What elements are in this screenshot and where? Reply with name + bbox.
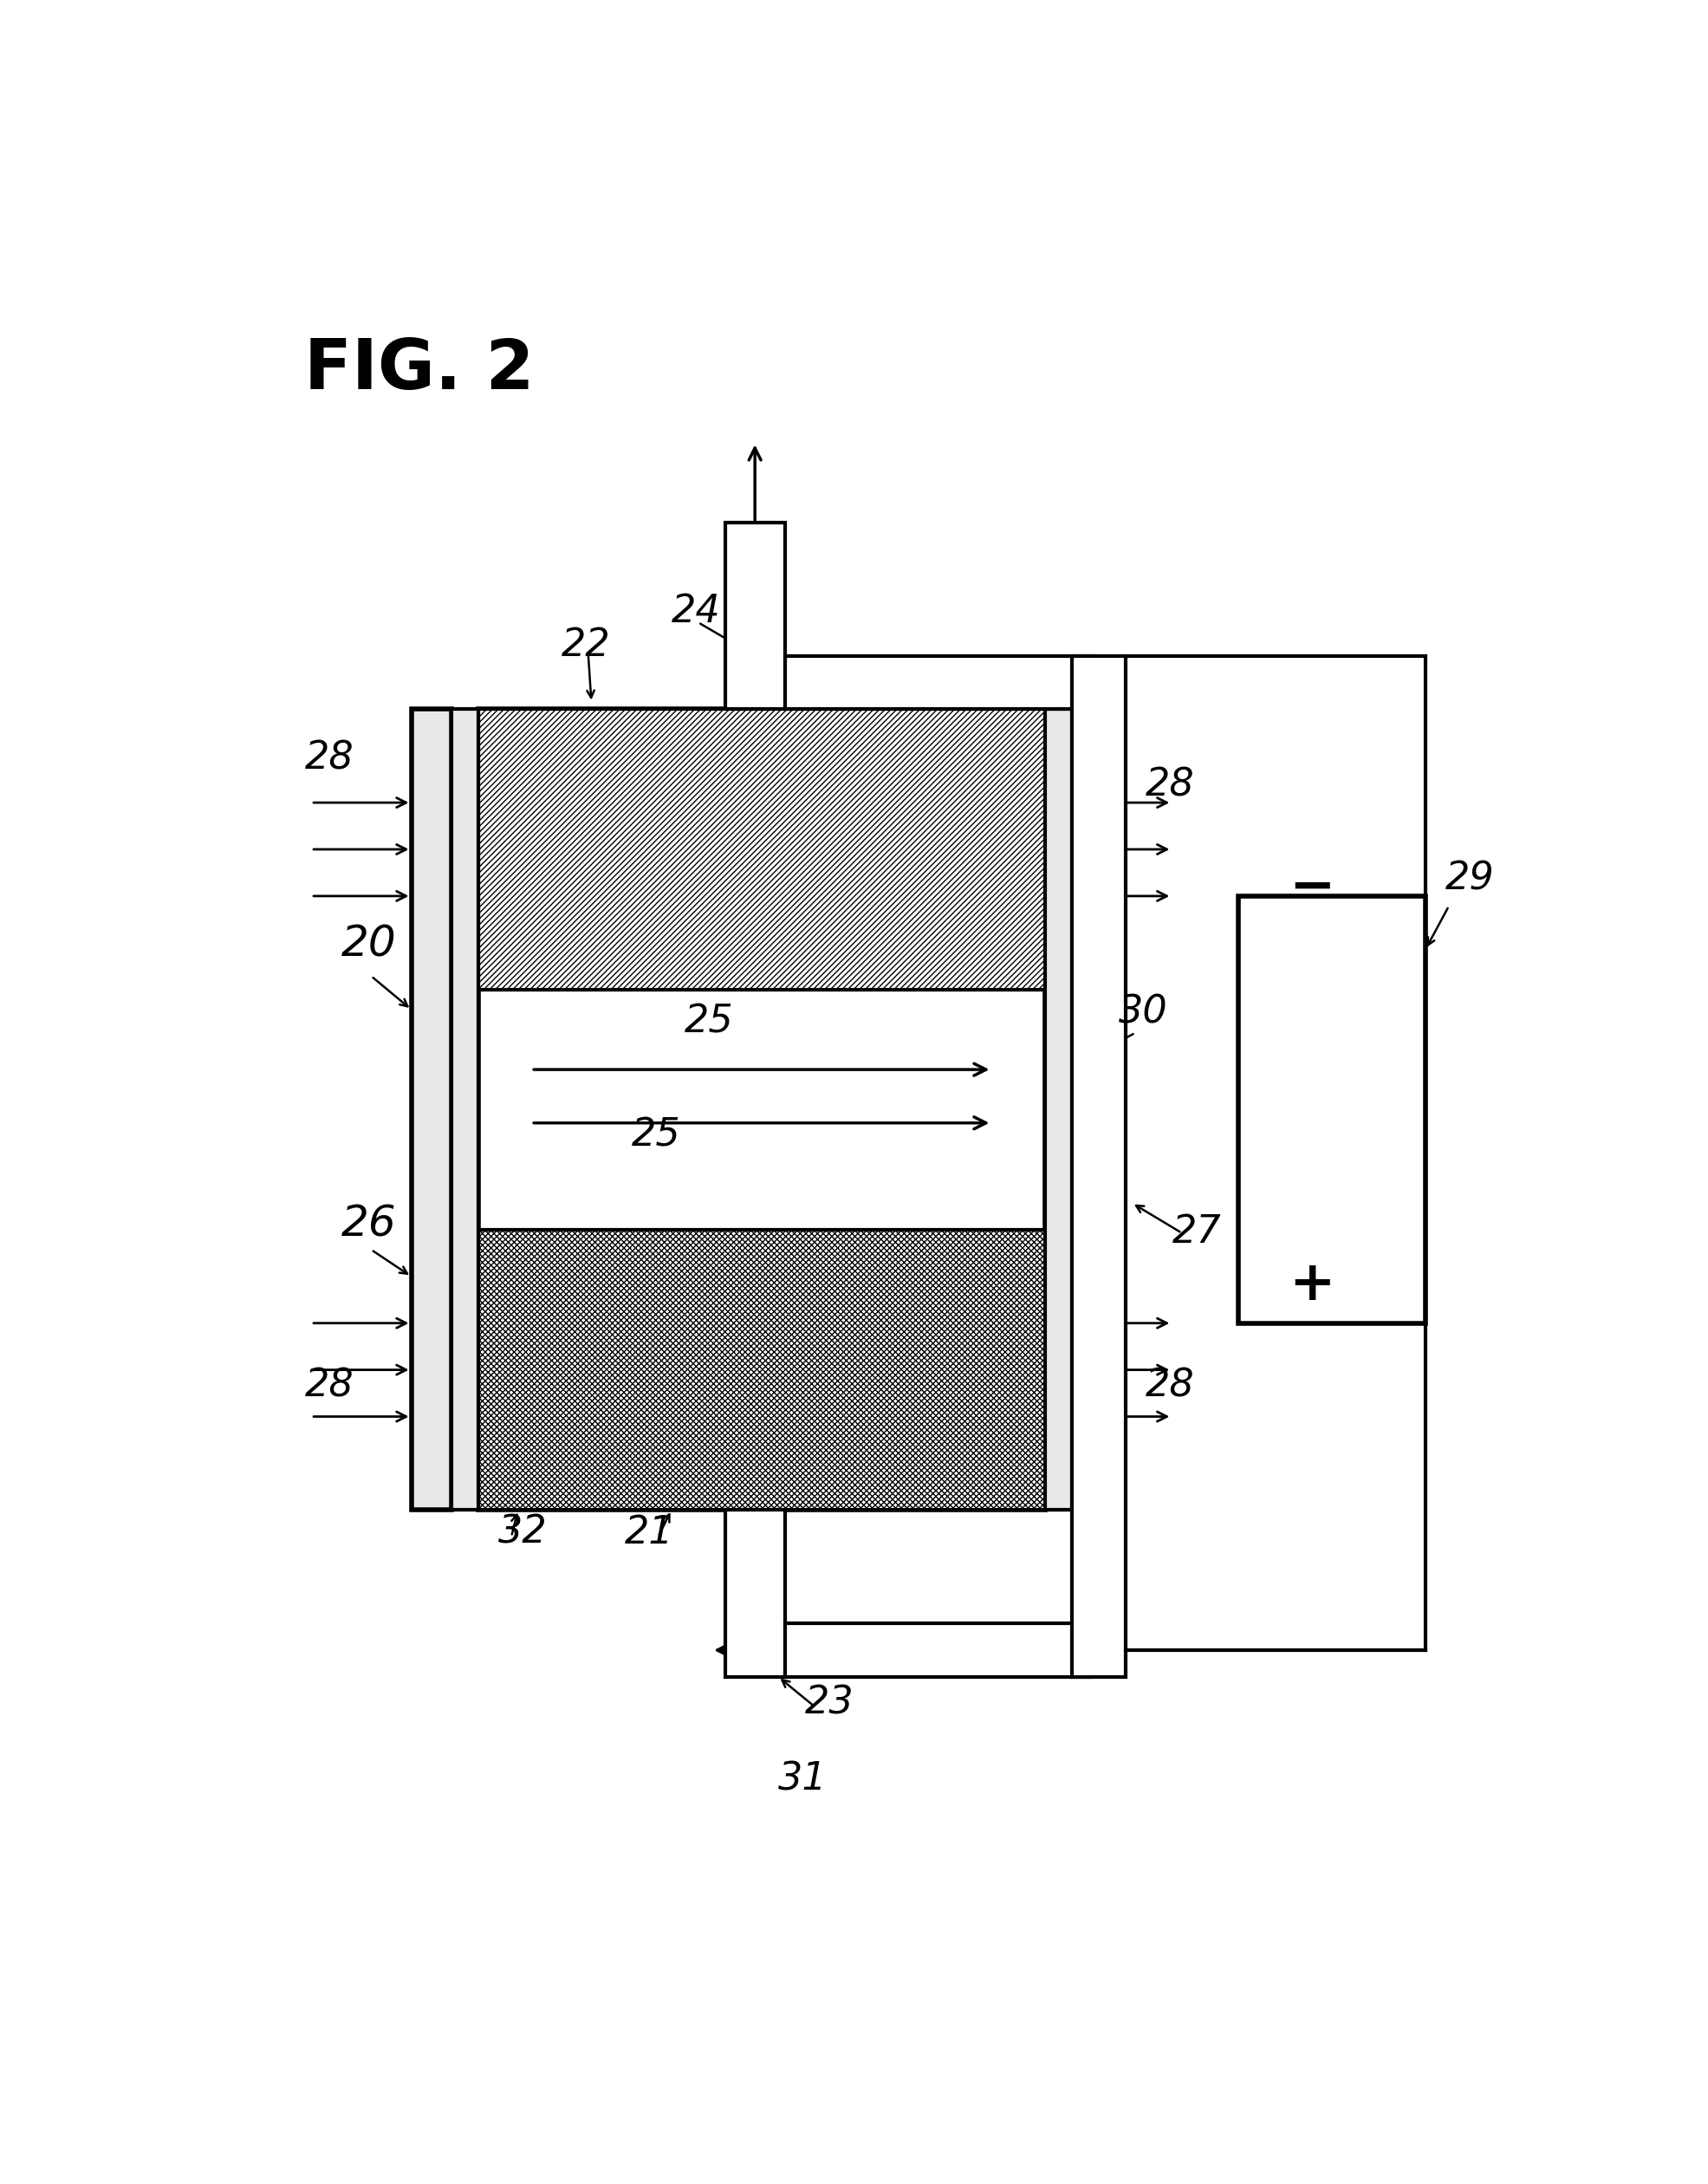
Bar [724,1509,786,1677]
Text: 28: 28 [304,740,354,778]
Text: 20: 20 [342,924,396,965]
Text: 26: 26 [342,1203,396,1245]
Bar [478,1230,1073,1509]
Bar [478,710,1073,989]
Text: 28: 28 [304,1367,354,1404]
Bar [1238,895,1426,1324]
Bar [478,710,1045,1509]
Bar [786,1623,1091,1677]
Text: 25: 25 [685,1002,734,1040]
Text: 24: 24 [671,594,721,631]
Text: 29: 29 [1445,860,1494,898]
Text: 21: 21 [625,1514,675,1551]
Text: 28: 28 [1146,767,1194,804]
Text: +: + [1290,1258,1336,1310]
Bar [412,710,451,1509]
Text: 27: 27 [1172,1214,1221,1251]
Bar [451,710,478,1509]
Text: 32: 32 [499,1514,547,1551]
Text: 30: 30 [1119,994,1168,1031]
Text: −: − [1290,860,1336,913]
Text: 28: 28 [1146,1367,1194,1404]
Text: 25: 25 [632,1116,681,1153]
Text: 22: 22 [562,627,610,664]
Bar [1045,710,1073,1509]
Bar [1073,655,1126,1677]
Text: FIG. 2: FIG. 2 [304,336,535,404]
Text: 31: 31 [779,1760,827,1797]
Text: 23: 23 [804,1684,854,1721]
Bar [786,655,1091,710]
Bar [724,522,786,710]
